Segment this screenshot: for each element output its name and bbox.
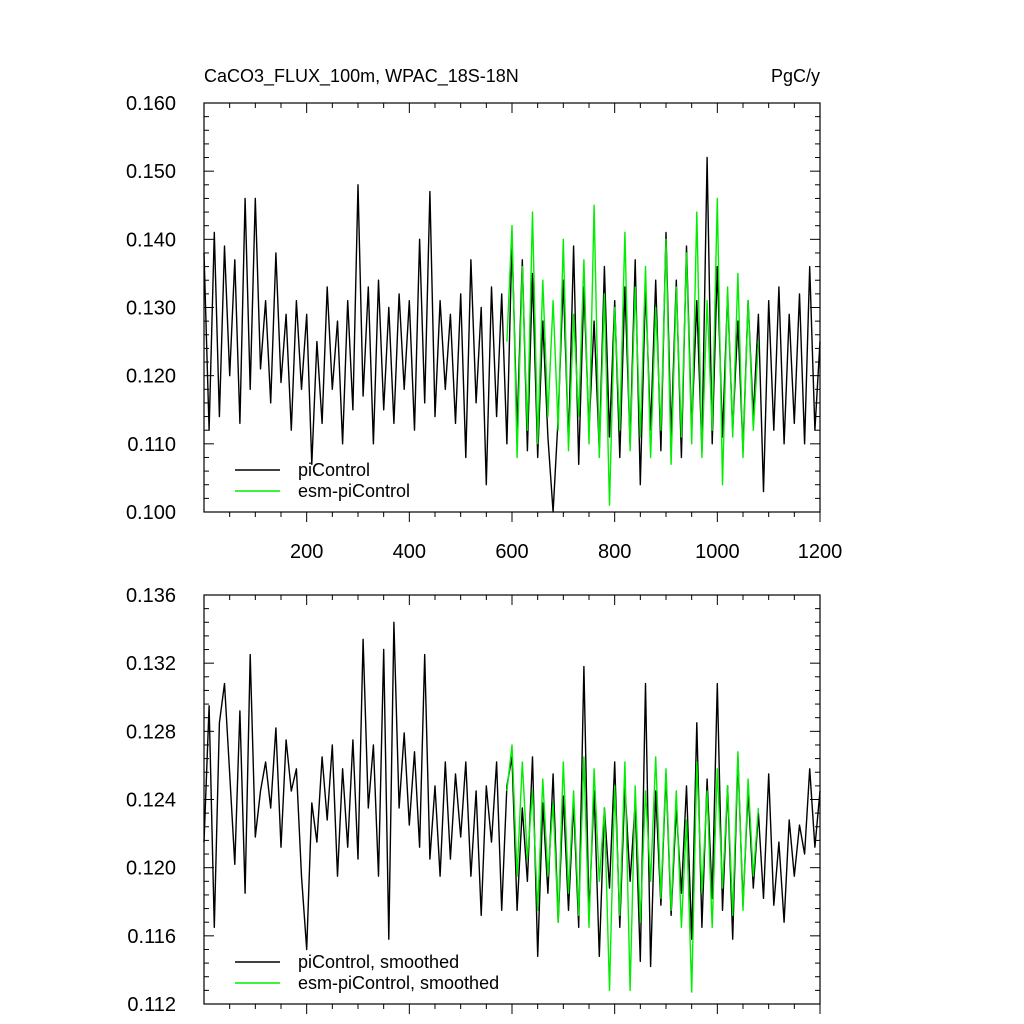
series-line-picontrol bbox=[203, 156, 821, 513]
legend-label: piControl bbox=[298, 460, 370, 480]
units-label: PgC/y bbox=[771, 66, 820, 86]
bottom-plot-frame bbox=[203, 594, 821, 1005]
top-panel: CaCO3_FLUX_100m, WPAC_18S-18N PgC/y 0.10… bbox=[126, 66, 842, 563]
y-tick-label: 0.136 bbox=[126, 585, 176, 607]
bottom-series-group bbox=[203, 621, 821, 993]
x-tick-label: 600 bbox=[495, 541, 528, 563]
series-line-esm-picontrol bbox=[506, 197, 760, 506]
series-line-esm-picontrol-smoothed bbox=[506, 744, 760, 993]
top-axis-ticks: 0.100 0.110 0.120 0.130 0.140 0.150 0.160 200 40… bbox=[126, 93, 842, 563]
x-tick-label: 800 bbox=[598, 541, 631, 563]
top-series-group bbox=[203, 156, 821, 513]
x-tick-label: 200 bbox=[290, 541, 323, 563]
x-tick-label: 1200 bbox=[798, 541, 843, 563]
y-tick-label: 0.132 bbox=[126, 653, 176, 675]
legend-label: esm-piControl bbox=[298, 481, 410, 501]
legend-label: esm-piControl, smoothed bbox=[298, 973, 499, 993]
y-tick-label: 0.120 bbox=[126, 858, 176, 880]
y-tick-label: 0.130 bbox=[126, 298, 176, 320]
top-plot-frame bbox=[203, 102, 821, 513]
y-tick-label: 0.120 bbox=[126, 366, 176, 388]
y-tick-label: 0.124 bbox=[126, 790, 176, 812]
y-tick-label: 0.112 bbox=[127, 994, 176, 1016]
chart-title: CaCO3_FLUX_100m, WPAC_18S-18N bbox=[204, 66, 519, 87]
y-tick-label: 0.100 bbox=[126, 502, 176, 524]
x-tick-label: 1000 bbox=[695, 541, 740, 563]
y-tick-label: 0.160 bbox=[126, 93, 176, 115]
y-tick-label: 0.128 bbox=[126, 721, 176, 743]
y-tick-label: 0.116 bbox=[127, 926, 176, 948]
bottom-panel: 0.112 0.116 0.120 0.124 0.128 0.132 0.136 piCo… bbox=[126, 585, 821, 1016]
y-tick-label: 0.150 bbox=[126, 161, 176, 183]
y-tick-label: 0.140 bbox=[126, 229, 176, 251]
x-tick-label: 400 bbox=[393, 541, 426, 563]
y-tick-label: 0.110 bbox=[127, 434, 176, 456]
legend-label: piControl, smoothed bbox=[298, 952, 459, 972]
